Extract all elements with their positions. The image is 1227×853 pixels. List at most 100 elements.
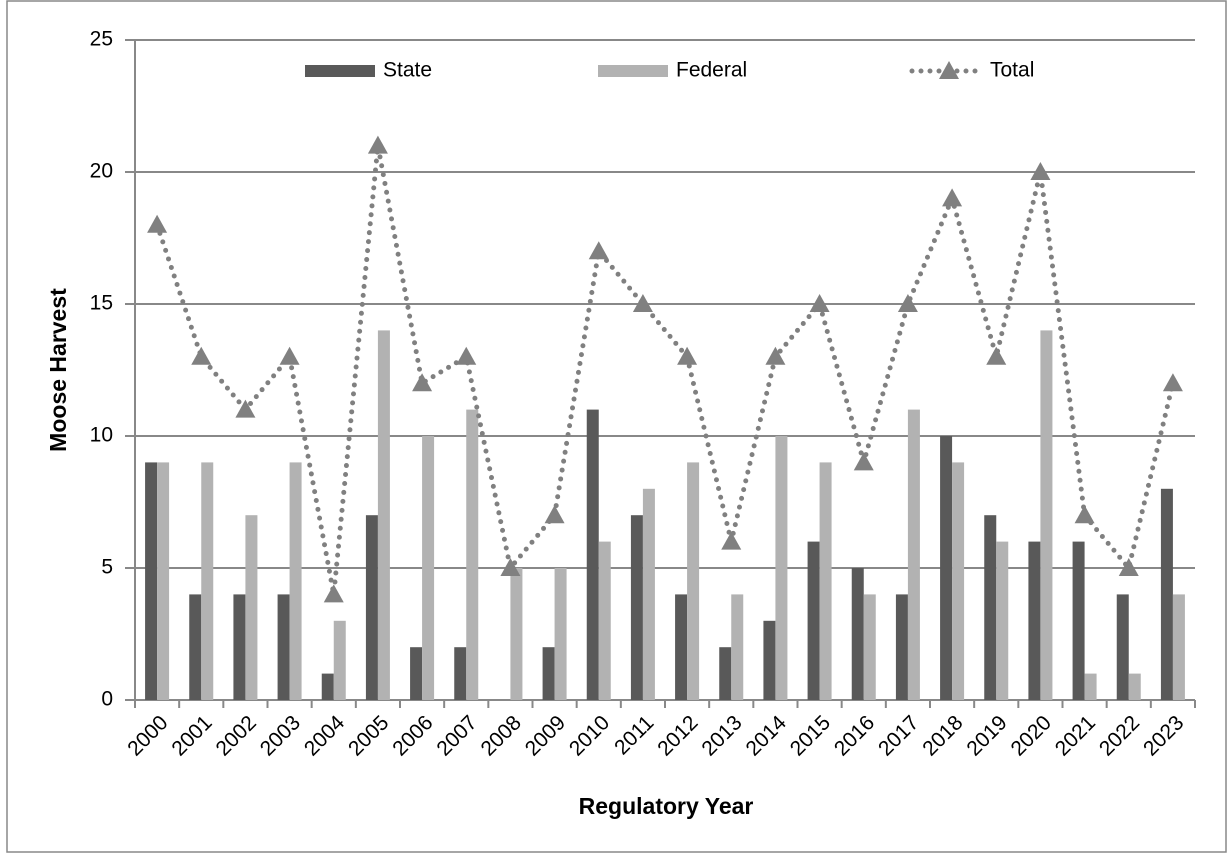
total-marker [147,214,168,233]
bar [245,515,258,700]
bar [984,515,997,700]
bar [201,462,214,700]
total-marker [1118,558,1139,576]
total-line [154,145,1176,595]
bar [763,620,776,700]
x-tick-label: 2004 [300,711,350,761]
total-marker [809,294,830,312]
bar [1040,330,1053,700]
x-tick-label: 2000 [123,711,172,760]
y-tick-label: 5 [101,556,113,579]
bar [863,594,876,700]
total-marker [235,399,256,418]
x-tick-label: 2012 [653,711,702,760]
bar [422,436,435,700]
bar [454,647,467,700]
bar [1128,673,1141,700]
bar [145,462,158,700]
x-tick-label: 2011 [610,711,658,759]
x-tick-label: 2008 [477,711,526,760]
x-tick-label: 2014 [742,711,792,761]
total-marker [1030,162,1051,180]
bar [554,568,567,700]
x-tick-label: 2020 [1007,711,1056,760]
bar [365,515,378,700]
bar [1160,488,1173,700]
bar [1116,594,1129,700]
x-tick-label: 2005 [344,711,393,760]
x-tick-label: 2022 [1095,711,1144,760]
total-marker [721,531,742,550]
total-marker [765,346,786,365]
bar [940,436,953,700]
bar [851,568,864,700]
total-marker [942,188,963,207]
total-marker [544,505,565,524]
bar [996,541,1009,700]
y-tick-label: 0 [101,688,113,711]
bar [675,594,688,700]
total-marker [367,135,388,154]
total-marker [588,241,609,260]
legend-label: Federal [676,59,747,82]
x-tick-label: 2021 [1051,711,1100,760]
total-marker [323,584,344,603]
bar [157,462,170,700]
legend-label: State [383,59,432,82]
bar [687,462,700,700]
bar [1072,541,1085,700]
x-tick-label: 2003 [256,711,305,760]
bar [333,620,346,700]
bar [807,541,820,700]
bar [277,594,290,700]
bar [233,594,246,700]
bar [321,673,334,700]
x-tick-label: 2006 [388,711,437,760]
bar [719,647,732,700]
total-marker [897,294,918,312]
bar [289,462,302,700]
bar [586,409,599,700]
legend-label: Total [990,59,1034,82]
total-marker [1162,373,1183,392]
x-tick-label: 2002 [212,711,261,760]
x-tick-label: 2007 [432,711,481,760]
x-tick-label: 2019 [962,711,1011,760]
total-marker [500,558,521,576]
bar [1028,541,1041,700]
bar [189,594,202,700]
bar [775,436,788,700]
bar [410,647,423,700]
bar [630,515,643,700]
bar [1172,594,1185,700]
x-tick-label: 2009 [521,711,570,760]
x-tick-label: 2010 [565,711,614,760]
bar [1084,673,1097,700]
total-marker [677,346,698,365]
x-tick-label: 2017 [874,711,923,760]
total-marker [191,346,212,365]
bar [819,462,832,700]
x-tick-label: 2015 [786,711,835,760]
x-tick-label: 2001 [167,711,216,760]
x-tick-label: 2018 [918,711,967,760]
y-tick-label: 15 [90,292,113,315]
total-marker [632,294,653,312]
bar [731,594,744,700]
y-tick-label: 25 [90,28,113,51]
bar [907,409,920,700]
bar [542,647,555,700]
bar [642,488,655,700]
total-marker [412,373,433,392]
bar [952,462,965,700]
chart-frame [6,0,1227,853]
bar [377,330,390,700]
total-marker [1074,505,1095,524]
x-tick-label: 2023 [1139,711,1188,760]
legend-swatch [305,65,375,77]
y-tick-label: 10 [90,424,113,447]
total-marker [456,346,477,365]
bar [895,594,908,700]
